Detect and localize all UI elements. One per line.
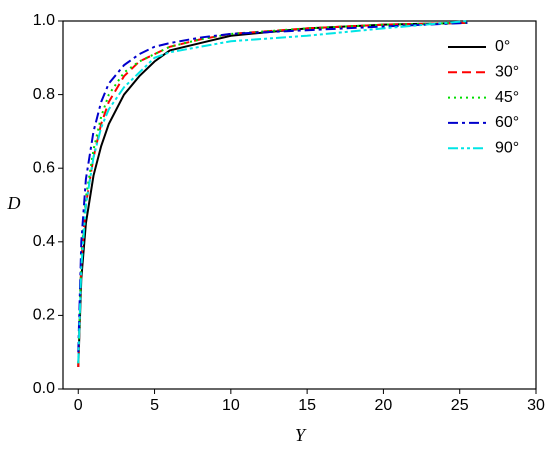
series-line — [77, 21, 468, 367]
x-tick-label: 5 — [150, 397, 159, 414]
y-tick-label: 0.8 — [33, 86, 55, 103]
series-line — [77, 21, 468, 364]
legend-label: 30° — [495, 64, 519, 81]
x-tick-label: 30 — [527, 397, 545, 414]
y-tick-label: 0.2 — [33, 307, 55, 324]
x-tick-label: 20 — [375, 397, 393, 414]
x-tick-label: 15 — [298, 397, 316, 414]
y-tick-label: 0.4 — [33, 233, 55, 250]
plot-frame — [62, 20, 537, 390]
legend-label: 0° — [495, 38, 510, 55]
x-tick-label: 0 — [74, 397, 83, 414]
legend-label: 45° — [495, 89, 519, 106]
y-tick-label: 1.0 — [33, 12, 55, 29]
y-tick-label: 0.6 — [33, 159, 55, 176]
x-tick-label: 10 — [222, 397, 240, 414]
x-axis-label: Y — [295, 425, 307, 445]
y-axis-label: D — [7, 193, 21, 213]
legend-label: 90° — [495, 139, 519, 156]
y-tick-label: 0.0 — [33, 380, 55, 397]
legend-label: 60° — [495, 114, 519, 131]
series-line — [77, 21, 468, 353]
x-tick-label: 25 — [451, 397, 469, 414]
series-line — [77, 20, 468, 364]
